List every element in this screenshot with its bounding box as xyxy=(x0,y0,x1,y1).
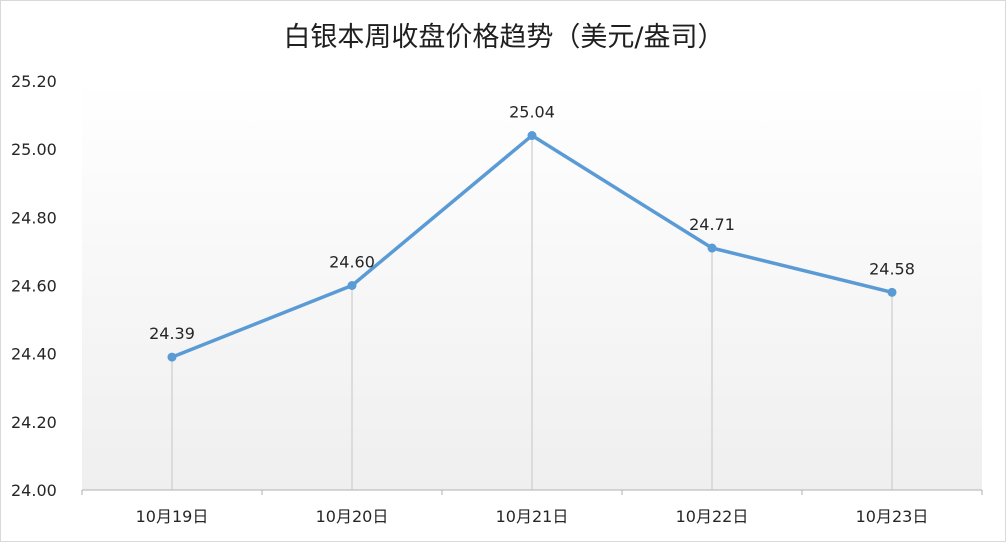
x-tick-label: 10月21日 xyxy=(496,507,569,526)
data-label: 24.71 xyxy=(689,215,735,234)
x-tick-label: 10月23日 xyxy=(856,507,929,526)
y-tick-label: 24.40 xyxy=(11,345,57,364)
data-point xyxy=(347,281,357,290)
data-label: 24.60 xyxy=(329,253,375,272)
y-tick-label: 25.00 xyxy=(11,140,57,159)
data-point xyxy=(527,131,537,141)
chart-title: 白银本周收盘价格趋势（美元/盎司） xyxy=(283,22,725,53)
y-tick-label: 24.20 xyxy=(11,413,57,432)
data-label: 25.04 xyxy=(509,103,555,122)
x-tick-label: 10月20日 xyxy=(316,507,389,526)
y-tick-label: 24.60 xyxy=(11,277,57,296)
y-tick-label: 24.80 xyxy=(11,208,57,227)
data-point xyxy=(167,352,177,362)
data-label: 24.58 xyxy=(869,259,915,278)
y-tick-label: 24.00 xyxy=(11,481,57,500)
y-tick-label: 25.20 xyxy=(11,72,57,91)
data-label: 24.39 xyxy=(149,324,195,343)
data-point xyxy=(887,287,897,297)
data-point xyxy=(707,243,717,253)
x-tick-label: 10月19日 xyxy=(136,507,209,526)
x-tick-label: 10月22日 xyxy=(676,507,749,526)
